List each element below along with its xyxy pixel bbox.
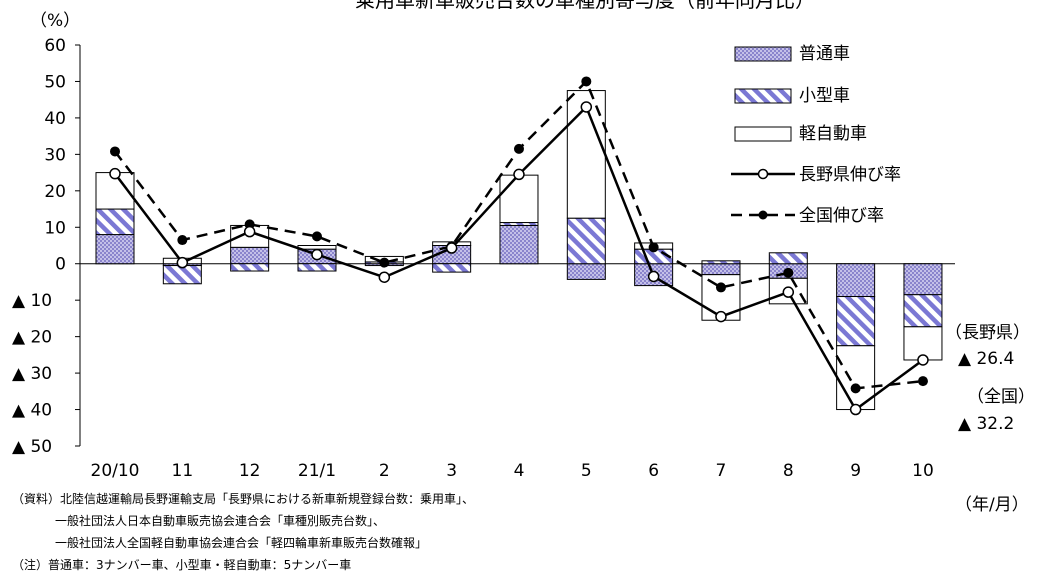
point-nagano: [311, 248, 323, 261]
legend-label-kogata: 小型車: [799, 86, 850, 106]
point-national: [850, 383, 861, 394]
point-nagano: [445, 242, 458, 254]
x-tick-label: 9: [850, 461, 861, 481]
lines: [109, 76, 929, 416]
bar-kogata: [230, 263, 270, 272]
y-tick-label: 50: [44, 72, 66, 92]
x-unit-label: （年/月）: [955, 495, 1029, 515]
end-label-nagano-name: （長野県）: [945, 323, 1030, 343]
y-tick-label: ▲ 50: [12, 437, 52, 457]
point-national: [110, 146, 120, 157]
legend-swatch-futsusha: [734, 46, 792, 62]
bar-futsusha: [95, 234, 135, 265]
x-tick-label: 7: [716, 461, 727, 481]
legend-label-national: 全国伸び率: [799, 206, 884, 226]
chart-title: 乗用車新車販売台数の車種別寄与度（前年同月比）: [355, 0, 815, 12]
bar-futsusha: [701, 263, 741, 276]
point-national: [311, 231, 322, 242]
x-tick-label: 11: [172, 461, 194, 481]
point-nagano: [243, 225, 256, 238]
legend-label-nagano: 長野県伸び率: [799, 165, 901, 185]
bar-kogata: [432, 263, 472, 273]
point-nagano: [647, 270, 660, 283]
bar-futsusha: [230, 246, 270, 265]
legend-swatch-kogata: [734, 88, 792, 104]
point-national: [513, 143, 524, 154]
bar-kogata: [95, 208, 135, 236]
point-nagano: [176, 256, 189, 269]
legend-marker-national: [758, 210, 768, 220]
point-national: [917, 376, 928, 387]
y-tick-label: 0: [55, 255, 66, 275]
bar-futsusha: [903, 263, 943, 296]
legend-label-futsusha: 普通車: [799, 44, 850, 64]
end-label-national-name: （全国）: [967, 387, 1035, 407]
bar-kogata: [566, 217, 606, 265]
point-national: [715, 282, 726, 293]
x-tick-label: 4: [514, 461, 525, 481]
bar-kei: [297, 245, 337, 250]
bar-kogata: [903, 294, 943, 328]
y-tick-label: 40: [44, 109, 66, 129]
x-tick-label: 10: [912, 461, 934, 481]
y-tick-label: 10: [44, 218, 66, 238]
y-tick-label: 20: [44, 182, 66, 202]
legend-label-kei: 軽自動車: [799, 124, 867, 144]
bar-futsusha: [836, 263, 876, 298]
x-tick-label: 5: [581, 461, 592, 481]
bar-kogata: [836, 296, 876, 347]
x-axis-labels: 20/10 11 12 21/1 2 3 4 5 6 7 8 9 10: [91, 461, 934, 481]
source-note-3: 一般社団法人全国軽自動車協会連合会「軽四輪車新車販売台数確報」: [55, 536, 428, 550]
point-nagano: [917, 354, 929, 366]
point-national: [177, 235, 188, 246]
y-unit-label: （%）: [30, 11, 80, 31]
x-tick-label: 3: [446, 461, 457, 481]
y-tick-label: ▲ 10: [12, 291, 52, 311]
end-label-nagano-value: ▲ 26.4: [958, 349, 1014, 369]
x-tick-label: 6: [648, 461, 659, 481]
x-tick-label: 2: [379, 461, 390, 481]
bar-futsusha: [499, 224, 539, 265]
bar-kei: [499, 174, 539, 224]
point-nagano: [513, 168, 525, 181]
point-nagano: [378, 271, 391, 283]
x-tick-label: 12: [239, 461, 261, 481]
legend: 普通車 小型車 軽自動車 長野県伸び率 全国伸び率: [731, 44, 901, 226]
y-tick-label: 30: [44, 145, 66, 165]
legend-marker-nagano: [757, 168, 769, 180]
bar-futsusha: [566, 263, 606, 280]
bar-kogata: [701, 260, 741, 265]
bar-kogata: [297, 263, 337, 272]
bar-kogata: [768, 252, 808, 265]
y-tick-label: ▲ 30: [12, 364, 52, 384]
source-note-2: 一般社団法人日本自動車販売協会連合会「車種別販売台数」、: [55, 514, 386, 528]
y-tick-label: ▲ 20: [12, 328, 52, 348]
x-tick-label: 21/1: [298, 461, 336, 481]
point-national: [581, 76, 592, 87]
end-label-national-value: ▲ 32.2: [958, 414, 1014, 434]
y-axis: 60 50 40 30 20 10 0▲ 10 ▲ 20 ▲ 30 ▲ 40 ▲ 50: [12, 36, 955, 457]
point-national: [379, 257, 390, 268]
footnote: （注）普通車：3ナンバー車、小型車・軽自動車：5ナンバー車: [12, 558, 352, 572]
point-national: [783, 267, 794, 278]
point-nagano: [109, 167, 121, 180]
end-labels: （長野県） ▲ 26.4 （全国） ▲ 32.2: [945, 323, 1035, 434]
legend-swatch-kei: [734, 126, 792, 142]
point-national: [648, 242, 659, 253]
y-tick-label: ▲ 40: [12, 401, 52, 421]
x-tick-label: 8: [783, 461, 794, 481]
point-nagano: [580, 101, 593, 113]
point-nagano: [849, 403, 862, 416]
point-nagano: [782, 286, 795, 298]
point-nagano: [715, 310, 727, 323]
y-tick-label: 60: [44, 36, 66, 56]
x-tick-label: 20/10: [91, 461, 140, 481]
source-note-1: （資料）北陸信越運輸局長野運輸支局「長野県における新車新規登録台数：乗用車」、: [12, 492, 475, 506]
